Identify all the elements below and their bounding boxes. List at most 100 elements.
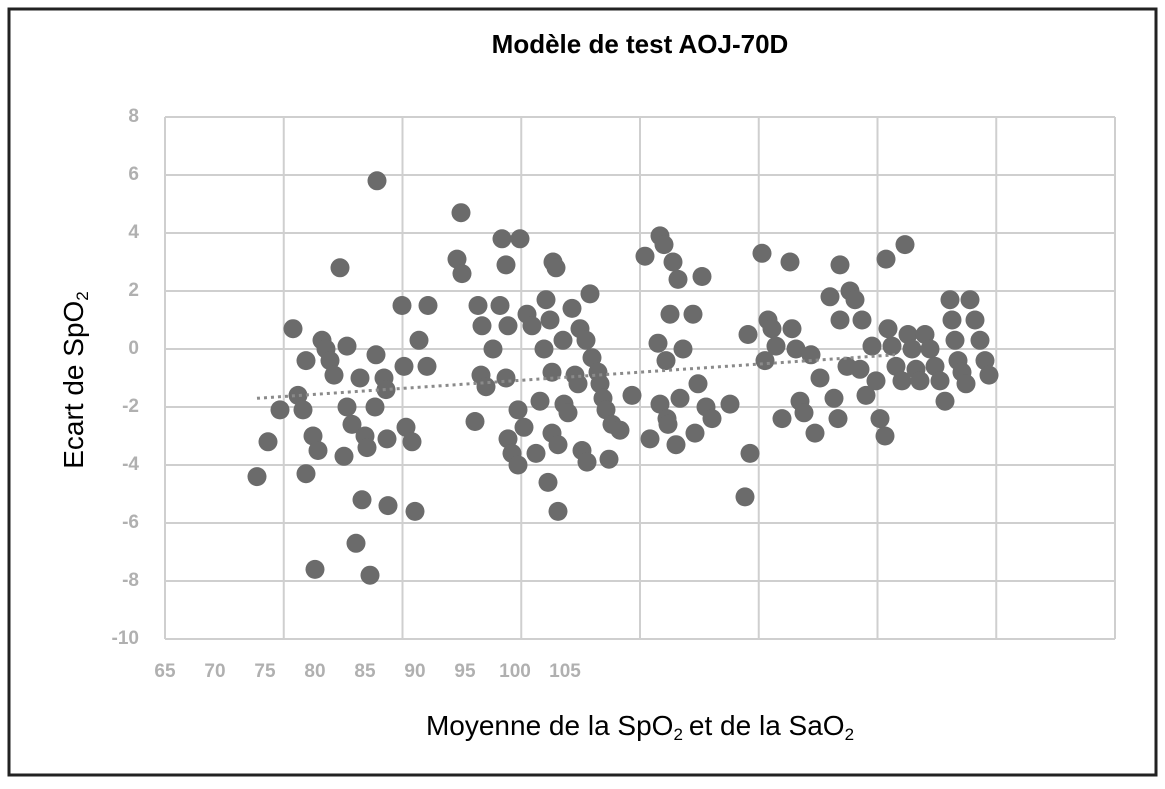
point	[940, 290, 960, 310]
point	[296, 464, 316, 484]
point	[476, 377, 496, 397]
point	[496, 255, 516, 275]
point	[965, 310, 985, 330]
point	[508, 455, 528, 475]
frame	[7, 7, 1158, 777]
y-axis-label: Ecart de SpO2	[58, 291, 92, 469]
point	[367, 171, 387, 191]
y-tick-label: -8	[122, 570, 139, 591]
point	[247, 467, 267, 487]
point	[357, 438, 377, 458]
point	[468, 296, 488, 315]
point	[856, 385, 876, 405]
point	[548, 435, 568, 455]
point	[510, 229, 530, 249]
point	[396, 417, 416, 437]
point	[346, 533, 366, 553]
point	[805, 423, 825, 443]
point	[270, 400, 290, 420]
point	[394, 356, 414, 376]
point	[654, 235, 674, 255]
point	[945, 330, 965, 350]
x-label-sub: 2	[673, 725, 682, 744]
point	[752, 243, 772, 263]
point	[875, 426, 895, 446]
point	[898, 325, 918, 344]
point	[685, 423, 705, 443]
point	[656, 351, 676, 371]
x-tick-label: 80	[304, 661, 325, 682]
point	[590, 374, 610, 394]
point	[337, 397, 357, 417]
point	[828, 409, 848, 429]
point	[283, 319, 303, 339]
point	[692, 267, 712, 286]
point	[324, 365, 344, 385]
point	[820, 287, 840, 307]
point	[308, 441, 328, 460]
point	[663, 252, 683, 272]
point	[902, 339, 922, 359]
point	[975, 351, 995, 371]
point	[377, 429, 397, 449]
point	[540, 310, 560, 330]
y-tick-label: 6	[128, 164, 139, 185]
point	[558, 403, 578, 423]
point	[483, 339, 503, 359]
point	[596, 400, 616, 420]
point	[683, 304, 703, 324]
point	[562, 298, 582, 318]
point	[970, 330, 990, 350]
point	[352, 490, 372, 510]
x-tick-label: 70	[204, 661, 225, 682]
point	[660, 304, 680, 324]
point	[780, 252, 800, 272]
point	[498, 429, 518, 449]
point	[960, 290, 980, 310]
point	[365, 397, 385, 417]
point	[405, 501, 425, 521]
point	[376, 380, 396, 400]
point	[622, 385, 642, 405]
point	[673, 339, 693, 359]
x-label-sub: 2	[845, 725, 854, 744]
point	[296, 351, 316, 371]
y-tick-label: -6	[122, 512, 139, 533]
point	[465, 412, 485, 431]
point	[942, 310, 962, 330]
point	[472, 316, 492, 336]
x-tick-label: 75	[254, 661, 276, 682]
point	[794, 403, 814, 423]
point	[568, 374, 588, 394]
point	[293, 400, 313, 420]
point	[882, 336, 902, 356]
point	[508, 400, 528, 420]
point	[640, 429, 660, 449]
point	[576, 330, 596, 350]
x-tick-label: 90	[404, 661, 425, 682]
point	[360, 565, 380, 585]
x-label-text: Moyenne de la SpO	[426, 710, 674, 741]
point	[538, 472, 558, 492]
point	[258, 432, 278, 452]
point	[702, 409, 722, 429]
y-tick-label: -2	[122, 396, 139, 417]
x-tick-label: 105	[549, 661, 581, 682]
y-tick-label: 4	[128, 222, 139, 243]
point	[334, 446, 354, 466]
point	[824, 388, 844, 408]
y-tick-label: 8	[128, 106, 139, 127]
point	[720, 394, 740, 414]
point	[850, 359, 870, 379]
x-tick-label: 95	[454, 661, 476, 682]
point	[330, 258, 350, 278]
y-tick-label: -4	[122, 454, 139, 475]
point	[786, 339, 806, 359]
point	[915, 325, 935, 344]
point	[810, 368, 830, 388]
point	[878, 319, 898, 339]
point	[735, 487, 755, 507]
point	[536, 290, 556, 310]
point	[320, 351, 340, 371]
